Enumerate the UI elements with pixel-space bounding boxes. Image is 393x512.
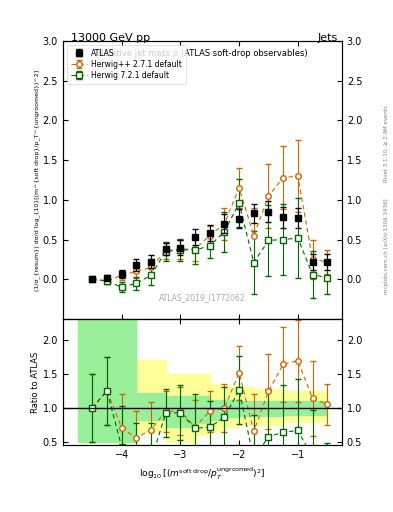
Text: Relative jet mass ρ (ATLAS soft-drop observables): Relative jet mass ρ (ATLAS soft-drop obs… — [97, 49, 307, 58]
Text: Rivet 3.1.10; ≥ 2.9M events: Rivet 3.1.10; ≥ 2.9M events — [384, 105, 389, 182]
Text: 13000 GeV pp: 13000 GeV pp — [71, 33, 150, 44]
Text: Jets: Jets — [318, 33, 338, 44]
Text: mcplots.cern.ch [arXiv:1306.3436]: mcplots.cern.ch [arXiv:1306.3436] — [384, 198, 389, 293]
Y-axis label: (1/σ_{resum}) dσ/d log_{10}[(m^{soft drop}/p_T^{ungroomed})^2]: (1/σ_{resum}) dσ/d log_{10}[(m^{soft dro… — [34, 70, 40, 291]
Y-axis label: Ratio to ATLAS: Ratio to ATLAS — [31, 352, 40, 413]
Legend: ATLAS, Herwig++ 2.7.1 default, Herwig 7.2.1 default: ATLAS, Herwig++ 2.7.1 default, Herwig 7.… — [67, 45, 186, 84]
Text: ATLAS_2019_I1772062: ATLAS_2019_I1772062 — [159, 293, 246, 303]
X-axis label: $\log_{10}[(m^{\rm soft\ drop}/p_T^{\rm ungroomed})^2]$: $\log_{10}[(m^{\rm soft\ drop}/p_T^{\rm … — [139, 466, 266, 482]
